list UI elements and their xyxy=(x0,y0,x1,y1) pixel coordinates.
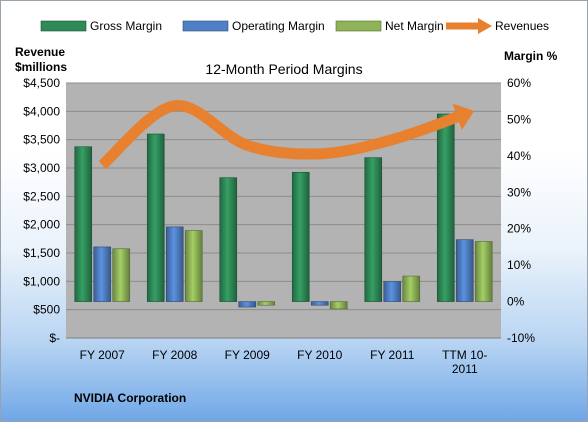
gross-margin-bar xyxy=(219,177,238,302)
operating-margin-bar xyxy=(165,226,184,302)
legend-label-gross-margin: Gross Margin xyxy=(90,19,162,33)
legend-label-net-margin: Net Margin xyxy=(385,19,444,33)
y-right-tick-label: 10% xyxy=(507,258,531,272)
legend-swatch-gross-margin xyxy=(40,20,87,32)
y-right-tick-label: 40% xyxy=(507,149,531,163)
revenues-line xyxy=(98,100,467,170)
y-left-tick-label: $2,000 xyxy=(23,218,60,232)
y-left-tick-label: $1,000 xyxy=(23,274,60,288)
y-right-tick-label: 30% xyxy=(507,185,531,199)
operating-margin-bar xyxy=(93,246,112,302)
operating-margin-bar xyxy=(238,301,257,308)
net-margin-bar xyxy=(257,301,276,306)
y-right-title: Margin % xyxy=(504,49,558,63)
legend-label-operating-margin: Operating Margin xyxy=(232,19,325,33)
net-margin-bar xyxy=(184,230,203,302)
x-tick-label: FY 2010 xyxy=(297,348,342,362)
net-margin-bar xyxy=(402,275,421,302)
net-margin-bar xyxy=(474,241,493,302)
y-left-tick-label: $3,000 xyxy=(23,161,60,175)
y-right-tick-label: -10% xyxy=(507,331,535,345)
y-left-tick-label: $4,000 xyxy=(23,104,60,118)
x-tick-label: FY 2007 xyxy=(80,348,125,362)
gross-margin-bar xyxy=(74,146,93,302)
legend-swatch-net-margin xyxy=(335,20,382,32)
chart-title: 12-Month Period Margins xyxy=(205,61,362,77)
y-left-tick-label: $1,500 xyxy=(23,246,60,260)
x-tick-label: FY 2011 xyxy=(370,348,415,362)
y-right-tick-label: 50% xyxy=(507,112,531,126)
y-left-title-line-1: Revenue xyxy=(15,45,65,59)
legend-label-revenues: Revenues xyxy=(495,19,549,33)
y-left-tick-label: $4,500 xyxy=(23,76,60,90)
legend-swatch-operating-margin xyxy=(182,20,229,32)
x-tick-label: FY 2008 xyxy=(152,348,197,362)
y-left-tick-label: $500 xyxy=(33,303,60,317)
gross-margin-bar xyxy=(146,133,165,302)
gross-margin-bar xyxy=(364,157,383,302)
operating-margin-bar xyxy=(383,281,402,302)
y-right-tick-label: 0% xyxy=(507,295,525,309)
y-left-tick-label: $2,500 xyxy=(23,189,60,203)
revenues-arrowhead xyxy=(452,103,475,131)
legend-arrow-icon xyxy=(478,18,492,34)
operating-margin-bar xyxy=(310,301,329,306)
footer-company-name: NVIDIA Corporation xyxy=(74,391,186,405)
y-right-tick-label: 60% xyxy=(507,76,531,90)
net-margin-bar xyxy=(112,248,131,302)
y-right-tick-label: 20% xyxy=(507,222,531,236)
plot-area: $- $500 $1,000 $1,500 $2,000 $2,500 $3,000 $3,5… xyxy=(23,76,535,376)
gross-margin-bar xyxy=(291,171,310,302)
x-tick-label: TTM 10-2011 xyxy=(442,348,487,376)
x-tick-label: FY 2009 xyxy=(225,348,270,362)
operating-margin-bar xyxy=(455,239,474,302)
gross-margin-bar xyxy=(436,113,455,302)
y-left-tick-label: $3,500 xyxy=(23,133,60,147)
y-left-tick-label: $- xyxy=(49,331,60,345)
legend: Gross Margin Operating Margin Net Margin Re… xyxy=(40,18,549,34)
net-margin-bar xyxy=(329,301,348,310)
y-left-title-line-2: $millions xyxy=(15,60,67,74)
